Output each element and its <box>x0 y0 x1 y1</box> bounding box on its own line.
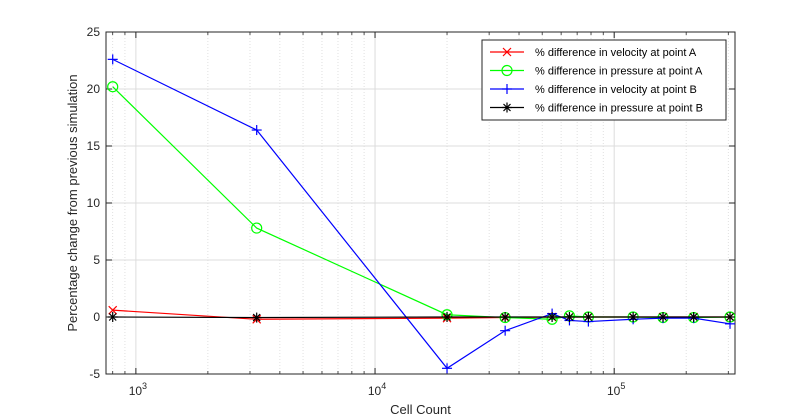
legend: % difference in velocity at point A % dif… <box>481 39 727 121</box>
data-point <box>547 312 558 322</box>
data-point <box>725 312 736 322</box>
data-point <box>500 325 511 336</box>
x-tick-label: 105 <box>607 381 625 398</box>
legend-entry: % difference in pressure at point A <box>490 64 703 78</box>
data-point-marker-stroke <box>659 313 667 321</box>
data-point-marker-stroke <box>548 313 557 321</box>
tick-marks <box>106 31 735 375</box>
x-tick-label-exponent: 5 <box>620 381 625 391</box>
x-tick-label-exponent: 3 <box>142 381 147 391</box>
legend-label: % difference in pressure at point B <box>535 103 703 115</box>
data-point-marker-stroke <box>726 313 734 321</box>
y-tick-labels: -5 0 5 10 15 20 25 <box>87 25 101 381</box>
x-tick-label: 104 <box>368 381 386 398</box>
x-tick-label-exponent: 4 <box>381 381 386 391</box>
legend-entry: % difference in pressure at point B <box>490 102 703 115</box>
data-point-marker <box>107 81 119 93</box>
data-point-marker-stroke <box>443 313 451 321</box>
data-point-marker <box>251 222 263 234</box>
data-point <box>251 312 262 323</box>
legend-marker-stroke <box>503 103 511 112</box>
data-point <box>564 312 575 322</box>
y-tick-label: -5 <box>89 367 100 381</box>
data-point <box>583 312 594 322</box>
data-point <box>108 305 118 315</box>
series-layer <box>107 54 736 374</box>
legend-marker <box>501 64 513 77</box>
legend-entry: % difference in velocity at point A <box>490 47 697 59</box>
data-point <box>107 81 119 93</box>
legend-entry: % difference in velocity at point B <box>490 84 697 96</box>
legend-marker <box>502 47 512 57</box>
y-axis-label: Percentage change from previous simulati… <box>65 74 80 331</box>
data-point-marker-stroke <box>629 313 638 321</box>
x-tick-label-base: 10 <box>607 384 621 398</box>
data-point <box>628 312 639 322</box>
legend-label: % difference in velocity at point B <box>535 84 697 96</box>
data-point <box>658 312 669 322</box>
data-point-marker-stroke <box>108 305 118 315</box>
data-point <box>107 312 118 322</box>
data-point <box>500 312 511 322</box>
data-point-marker-stroke <box>501 313 510 321</box>
x-axis-label: Cell Count <box>390 402 451 417</box>
legend-box <box>481 39 727 121</box>
y-tick-label: 20 <box>87 82 101 96</box>
y-tick-label: 0 <box>93 310 100 324</box>
data-point <box>688 312 699 322</box>
data-point <box>442 363 453 374</box>
legend-marker <box>502 84 512 94</box>
series-4 <box>107 312 736 323</box>
x-tick-label-base: 10 <box>129 384 143 398</box>
data-point-marker-stroke <box>252 313 261 322</box>
x-tick-label-base: 10 <box>368 384 382 398</box>
legend-label: % difference in velocity at point A <box>535 47 697 59</box>
data-point <box>442 312 453 322</box>
data-point <box>107 54 118 65</box>
data-point <box>251 222 263 234</box>
legend-marker-stroke <box>502 47 512 57</box>
data-point <box>251 125 262 136</box>
legend-marker <box>502 102 512 113</box>
y-tick-label: 5 <box>93 253 100 267</box>
x-tick-labels: 103 104 105 <box>129 381 626 398</box>
legend-label: % difference in pressure at point A <box>535 66 703 78</box>
y-tick-label: 25 <box>87 25 101 39</box>
data-point-marker-stroke <box>565 313 574 321</box>
y-tick-label: 15 <box>87 139 101 153</box>
data-point-marker-stroke <box>108 313 117 321</box>
legend-marker <box>501 64 513 77</box>
data-point-marker-stroke <box>689 313 698 321</box>
x-tick-label: 103 <box>129 381 147 398</box>
y-tick-label: 10 <box>87 196 101 210</box>
data-point-marker-stroke <box>584 313 593 321</box>
